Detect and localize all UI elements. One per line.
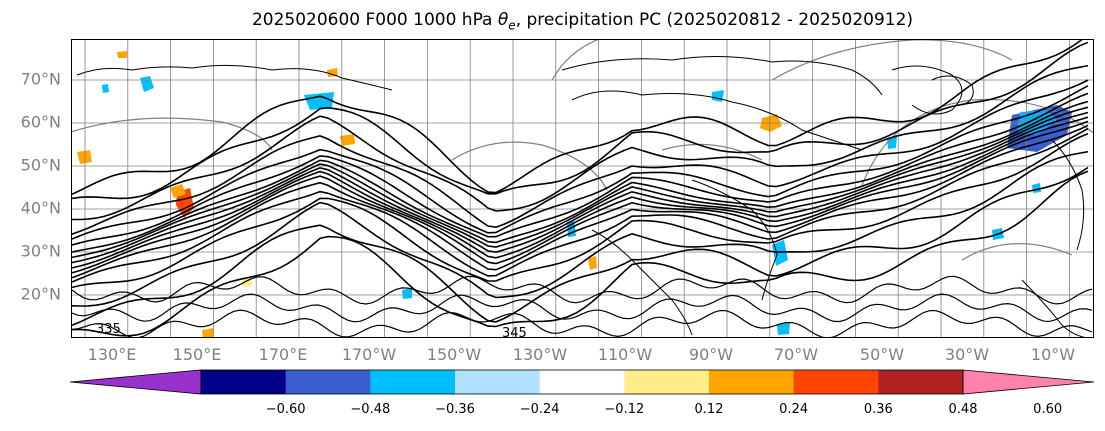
lat-label: 40°N [20, 198, 61, 218]
theta-e-contour-line [72, 41, 1089, 200]
colorbar-frame [200, 369, 964, 395]
colorbar [70, 369, 1094, 395]
theta-e-contour-line [72, 106, 1089, 259]
theta-e-contour-line [72, 111, 1089, 264]
colorbar-tick-label: 0.48 [948, 402, 978, 417]
precip-patch [772, 240, 788, 266]
lon-label: 10°W [1030, 345, 1076, 364]
theta-symbol: θ [497, 10, 509, 30]
colorbar-tick-label: −0.12 [604, 402, 645, 417]
precip-patch [1032, 183, 1041, 193]
precip-patch [202, 328, 214, 337]
colorbar-tick-label: 0.24 [779, 402, 809, 417]
map-title: 2025020600 F000 1000 hPa θe, precipitati… [0, 10, 1105, 32]
lon-label: 30°W [944, 345, 990, 364]
colorbar-tick-label: −0.48 [350, 402, 391, 417]
theta-e-contour-line [72, 293, 1093, 323]
precip-patch [304, 92, 334, 110]
precip-patch [170, 184, 186, 198]
colorbar-cell [793, 370, 879, 394]
precip-patch [117, 51, 127, 58]
theta-e-contour-line [72, 275, 1093, 305]
colorbar-cell [709, 370, 795, 394]
title-suffix: , precipitation PC (2025020812 - 2025020… [515, 10, 914, 30]
precip-patch [588, 256, 597, 270]
theta-subscript: e [508, 18, 516, 33]
colorbar-tick-label: −0.60 [265, 402, 306, 417]
theta-e-contour-line [72, 124, 1089, 279]
theta-e-contour-line [72, 150, 1089, 307]
title-prefix: 2025020600 F000 1000 hPa [251, 10, 498, 30]
precip-patch [712, 90, 724, 102]
theta-e-contour-line [72, 64, 1089, 221]
lon-label: 130°E [87, 345, 137, 364]
colorbar-extend-max [962, 369, 1094, 395]
colorbar-tick-label: −0.24 [519, 402, 560, 417]
lon-label: 170°W [341, 345, 397, 364]
colorbar-cell [878, 370, 964, 394]
contour-label: 335 [96, 322, 121, 337]
theta-e-contour-line [72, 85, 1089, 240]
precip-patch [140, 76, 154, 92]
theta-e-contour-line [72, 132, 1089, 289]
colorbar-tick-label: 0.36 [863, 402, 893, 417]
map-canvas: 335 345 [72, 40, 1093, 338]
colorbar-cell [370, 370, 456, 394]
colorbar-cell [285, 370, 371, 394]
theta-e-contour-line [72, 170, 1089, 337]
colorbar-cell [539, 370, 625, 394]
precip-patch [77, 150, 92, 164]
theta-e-contour-line [72, 79, 1089, 235]
theta-e-contour-line [72, 100, 1089, 253]
theta-e-contour-line [72, 92, 1089, 246]
lon-label: 150°E [172, 345, 222, 364]
precip-patch [340, 134, 355, 146]
lon-label: 70°W [773, 345, 819, 364]
precip-patch [327, 68, 338, 77]
colorbar-tick-label: −0.36 [435, 402, 475, 417]
theta-e-contour-line [72, 166, 1089, 327]
colorbar-cell [201, 370, 287, 394]
colorbar-cell [624, 370, 710, 394]
lon-label: 90°W [688, 345, 734, 364]
lat-label: 20°N [20, 284, 61, 304]
precip-patch [777, 322, 790, 335]
lat-label: 30°N [20, 241, 61, 261]
colorbar-tick-label: 0.12 [694, 402, 724, 417]
lat-label: 70°N [20, 69, 61, 89]
lon-label: 170°E [258, 345, 308, 364]
lon-label: 150°W [426, 345, 482, 364]
lon-label: 110°W [597, 345, 653, 364]
theta-e-contour-line [72, 120, 1089, 274]
colorbar-cell [455, 370, 541, 394]
theta-e-contour-line [72, 40, 1083, 196]
precip-patch [102, 84, 109, 93]
theta-e-contour-line [72, 127, 1089, 283]
lon-label: 130°W [512, 345, 568, 364]
lat-label: 50°N [20, 155, 61, 175]
theta-e-contour-line [72, 309, 1093, 337]
map-panel: 335 345 [71, 39, 1094, 338]
lon-label: 50°W [859, 345, 905, 364]
theta-e-contour-line [72, 116, 1089, 269]
lat-label: 60°N [20, 112, 61, 132]
projection-arcs [72, 40, 1093, 261]
colorbar-extend-min [70, 369, 202, 395]
contour-label: 345 [502, 326, 527, 338]
colorbar-tick-label: 0.60 [1033, 402, 1063, 417]
theta-e-contours [72, 40, 1093, 337]
precip-patch [402, 288, 412, 299]
